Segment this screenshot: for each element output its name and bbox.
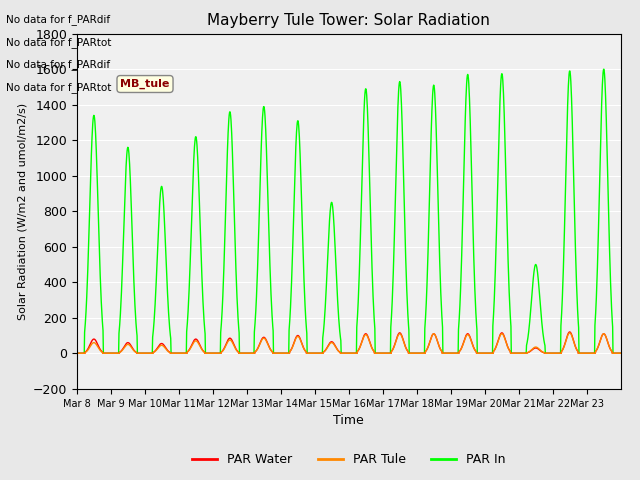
PAR Water <box>158 341 166 347</box>
Line: PAR Tule: PAR Tule <box>77 333 621 353</box>
PAR In <box>557 350 564 356</box>
PAR Water <box>610 350 618 356</box>
PAR Water <box>335 348 342 354</box>
PAR Tule <box>557 350 564 356</box>
PAR In <box>335 310 342 316</box>
Text: MB_tule: MB_tule <box>120 79 170 89</box>
PAR Water <box>477 350 484 356</box>
PAR Water <box>557 350 564 356</box>
PAR Water <box>73 350 81 356</box>
PAR In <box>600 66 607 72</box>
PAR Water <box>324 343 332 348</box>
Text: No data for f_PARdif: No data for f_PARdif <box>6 60 111 71</box>
Text: No data for f_PARdif: No data for f_PARdif <box>6 14 111 25</box>
PAR Tule <box>158 342 166 348</box>
PAR In <box>617 350 625 356</box>
Title: Mayberry Tule Tower: Solar Radiation: Mayberry Tule Tower: Solar Radiation <box>207 13 490 28</box>
PAR Tule <box>335 348 342 354</box>
PAR In <box>73 350 81 356</box>
Text: No data for f_PARtot: No data for f_PARtot <box>6 82 112 93</box>
PAR Tule <box>477 350 484 356</box>
Line: PAR In: PAR In <box>77 69 621 353</box>
PAR Tule <box>617 350 625 356</box>
PAR In <box>610 350 618 356</box>
Y-axis label: Solar Radiation (W/m2 and umol/m2/s): Solar Radiation (W/m2 and umol/m2/s) <box>17 103 27 320</box>
PAR In <box>477 350 484 356</box>
PAR Tule <box>566 330 573 336</box>
X-axis label: Time: Time <box>333 414 364 427</box>
Legend: PAR Water, PAR Tule, PAR In: PAR Water, PAR Tule, PAR In <box>188 448 510 471</box>
Line: PAR Water: PAR Water <box>77 332 621 353</box>
PAR In <box>324 246 332 252</box>
PAR Water <box>617 350 625 356</box>
Text: No data for f_PARtot: No data for f_PARtot <box>6 37 112 48</box>
PAR Tule <box>324 344 332 349</box>
PAR Tule <box>73 350 81 356</box>
PAR In <box>158 184 166 190</box>
PAR Water <box>566 329 573 335</box>
PAR Tule <box>610 350 618 356</box>
